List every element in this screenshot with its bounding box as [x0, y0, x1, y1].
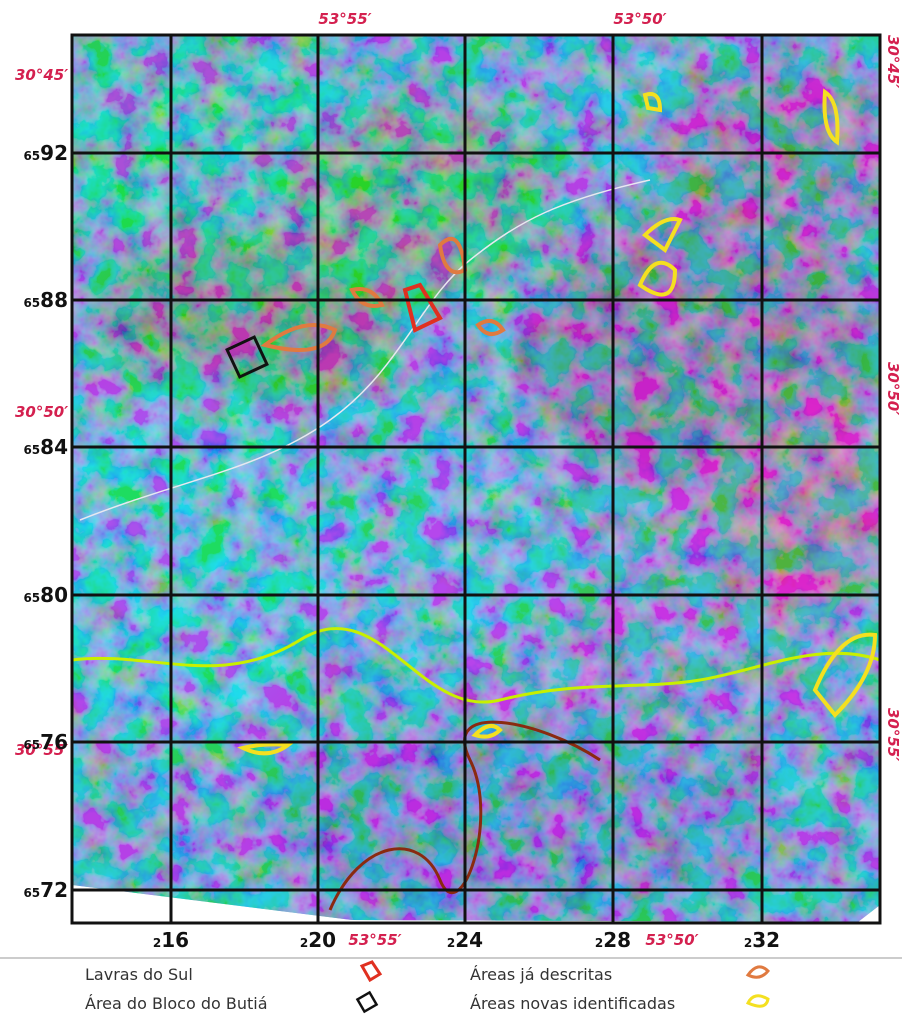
grid-label-minor: 65: [23, 886, 40, 900]
legend-icon: [357, 992, 376, 1011]
right-coord-label: 30°50′: [884, 362, 902, 415]
grid-label-major: 16: [161, 928, 189, 952]
bottom-coord-label: 53°50′: [645, 931, 698, 949]
grid-label: 6588: [23, 288, 68, 312]
grid-label: 232: [744, 928, 780, 952]
grid-label-minor: 2: [447, 936, 455, 950]
grid-label: 6592: [23, 141, 68, 165]
legend-icon: [748, 967, 768, 977]
right-coord-label: 30°55′: [884, 708, 902, 761]
legend-label: Área do Bloco do Butiá: [85, 994, 268, 1013]
grid-label-major: 20: [308, 928, 336, 952]
grid-label: 6572: [23, 878, 68, 902]
grid-label-major: 76: [40, 730, 68, 754]
grid-label-major: 84: [40, 435, 68, 459]
grid-label-minor: 65: [23, 296, 40, 310]
grid-label: 224: [447, 928, 483, 952]
grid-label: 6584: [23, 435, 68, 459]
right-coord-label: 30°45′: [884, 35, 902, 88]
bottom-coord-label: 53°55′: [348, 931, 401, 949]
top-label: 53°50′: [613, 10, 666, 28]
grid-label-minor: 2: [744, 936, 752, 950]
legend-label: Áreas já descritas: [470, 965, 612, 984]
legend-label: Lavras do Sul: [85, 965, 193, 984]
grid-label-major: 92: [40, 141, 68, 165]
grid-label-major: 28: [603, 928, 631, 952]
grid-label-minor: 65: [23, 738, 40, 752]
left-coord-label: 30°50′: [15, 403, 68, 421]
grid-label-minor: 2: [300, 936, 308, 950]
grid-label-minor: 2: [153, 936, 161, 950]
map-figure: 53°55′ 53°50′ 30°45′ 30°50′ 30°55′ 30°45…: [0, 0, 902, 1016]
legend-icon: [362, 962, 380, 980]
grid-label-minor: 65: [23, 149, 40, 163]
grid-label-major: 24: [455, 928, 483, 952]
grid-label: 216: [153, 928, 189, 952]
legend-icon: [748, 996, 768, 1006]
grid-label: 6580: [23, 583, 68, 607]
grid-label-major: 88: [40, 288, 68, 312]
grid-label: 220: [300, 928, 336, 952]
top-label: 53°55′: [318, 10, 371, 28]
grid-label-minor: 65: [23, 443, 40, 457]
grid-label-minor: 2: [595, 936, 603, 950]
grid-label: 6576: [23, 730, 68, 754]
grid-label: 228: [595, 928, 631, 952]
left-coord-label: 30°45′: [15, 66, 68, 84]
legend-label: Áreas novas identificadas: [470, 994, 675, 1013]
grid-label-major: 32: [752, 928, 780, 952]
grid-label-major: 80: [40, 583, 68, 607]
grid-label-minor: 65: [23, 591, 40, 605]
grid-label-major: 72: [40, 878, 68, 902]
